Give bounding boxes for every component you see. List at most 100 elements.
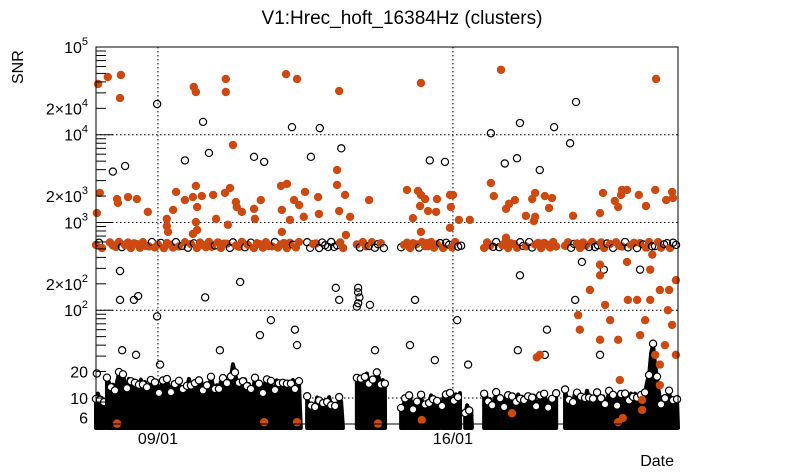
cluster-point bbox=[330, 401, 340, 411]
cluster-outlier-point bbox=[120, 161, 130, 171]
highlighted-point bbox=[632, 295, 642, 305]
highlighted-point bbox=[667, 187, 677, 197]
highlighted-point bbox=[651, 74, 661, 84]
y-tick-label: 2×103 bbox=[46, 185, 88, 206]
highlighted-point bbox=[221, 74, 231, 84]
cluster-point bbox=[270, 385, 280, 395]
highlighted-point bbox=[637, 395, 647, 405]
cluster-point bbox=[408, 405, 418, 414]
highlighted-point bbox=[529, 216, 539, 226]
highlighted-point bbox=[250, 214, 260, 224]
cluster-point bbox=[560, 385, 570, 394]
highlighted-point bbox=[334, 206, 344, 216]
y-tick-label: 10 bbox=[70, 391, 88, 408]
cluster-outlier-point bbox=[425, 156, 434, 165]
highlighted-point bbox=[364, 195, 374, 205]
highlighted-point bbox=[432, 194, 442, 204]
highlighted-point bbox=[634, 190, 644, 200]
cluster-point bbox=[660, 394, 670, 403]
highlighted-point bbox=[334, 86, 344, 96]
plateau-highlighted-point bbox=[450, 237, 460, 247]
cluster-outlier-point bbox=[204, 148, 214, 158]
cluster-outlier-point bbox=[440, 157, 450, 167]
cluster-outlier-point bbox=[565, 139, 575, 148]
plateau-cluster-point bbox=[671, 240, 681, 250]
dense-cluster-band bbox=[104, 362, 303, 430]
cluster-outlier-point bbox=[542, 325, 552, 334]
cluster-point bbox=[568, 397, 578, 407]
x-tick-label: 09/01 bbox=[138, 431, 178, 448]
cluster-outlier-point bbox=[200, 293, 210, 302]
cluster-outlier-point bbox=[292, 340, 302, 350]
cluster-outlier-point bbox=[352, 302, 362, 311]
cluster-outlier-point bbox=[486, 129, 496, 138]
cluster-outlier-point bbox=[266, 315, 276, 325]
highlighted-point bbox=[568, 211, 578, 221]
plateau-highlighted-point bbox=[376, 239, 386, 248]
highlighted-point bbox=[285, 215, 295, 225]
cluster-outlier-point bbox=[515, 271, 525, 280]
highlighted-point bbox=[163, 227, 173, 237]
cluster-outlier-point bbox=[92, 369, 102, 378]
highlighted-point bbox=[420, 194, 430, 204]
plateau-highlighted-point bbox=[294, 237, 304, 247]
highlighted-point bbox=[191, 217, 201, 227]
highlighted-point bbox=[618, 413, 627, 423]
highlighted-point bbox=[454, 215, 464, 225]
highlighted-point bbox=[598, 188, 608, 198]
plateau-highlighted-point bbox=[656, 243, 666, 252]
highlighted-point bbox=[188, 192, 198, 202]
highlighted-point bbox=[341, 230, 351, 240]
plateau-cluster-point bbox=[379, 243, 389, 253]
highlighted-point bbox=[613, 335, 623, 345]
highlighted-point bbox=[422, 239, 432, 248]
y-tick-label: 6 bbox=[79, 410, 88, 427]
cluster-point bbox=[588, 394, 598, 403]
highlighted-point bbox=[162, 214, 172, 224]
cluster-point bbox=[416, 390, 426, 399]
highlighted-point bbox=[623, 295, 633, 305]
cluster-outlier-point bbox=[353, 283, 363, 293]
highlighted-point bbox=[651, 350, 660, 360]
cluster-point bbox=[380, 379, 390, 388]
cluster-point bbox=[368, 375, 378, 384]
highlighted-point bbox=[667, 320, 677, 330]
highlighted-point bbox=[501, 233, 511, 242]
highlighted-point bbox=[446, 202, 456, 212]
cluster-outlier-point bbox=[133, 291, 143, 301]
highlighted-point bbox=[530, 188, 540, 198]
cluster-point bbox=[547, 394, 557, 403]
highlighted-point bbox=[256, 195, 265, 205]
highlighted-point bbox=[661, 195, 671, 205]
plateau-highlighted-point bbox=[97, 243, 107, 253]
highlighted-point bbox=[547, 193, 557, 203]
cluster-point bbox=[592, 388, 602, 397]
highlighted-point bbox=[314, 209, 324, 219]
cluster-outlier-point bbox=[198, 117, 208, 127]
chart-title: V1:Hrec_hoft_16384Hz (clusters) bbox=[262, 8, 543, 29]
highlighted-point bbox=[188, 229, 198, 239]
cluster-outlier-point bbox=[129, 295, 139, 305]
highlighted-point bbox=[655, 380, 665, 390]
cluster-point bbox=[174, 376, 184, 386]
highlighted-point bbox=[544, 203, 554, 213]
highlighted-point bbox=[197, 191, 206, 201]
plateau-cluster-point bbox=[456, 241, 466, 250]
cluster-point bbox=[396, 403, 406, 413]
highlighted-point bbox=[655, 360, 665, 369]
cluster-outlier-point bbox=[535, 165, 544, 175]
highlighted-point bbox=[211, 214, 221, 224]
highlighted-point bbox=[231, 197, 241, 207]
highlighted-point bbox=[595, 335, 605, 345]
highlighted-point bbox=[299, 212, 308, 222]
highlighted-point bbox=[168, 205, 178, 215]
cluster-point bbox=[445, 388, 455, 398]
cluster-outlier-point bbox=[595, 350, 605, 360]
y-tick-label: 2×104 bbox=[46, 97, 88, 118]
cluster-point bbox=[453, 392, 463, 402]
highlighted-point bbox=[465, 215, 475, 225]
highlighted-point bbox=[660, 340, 670, 350]
highlighted-point bbox=[664, 285, 674, 295]
highlighted-point bbox=[116, 70, 126, 80]
cluster-outlier-point bbox=[259, 157, 269, 167]
